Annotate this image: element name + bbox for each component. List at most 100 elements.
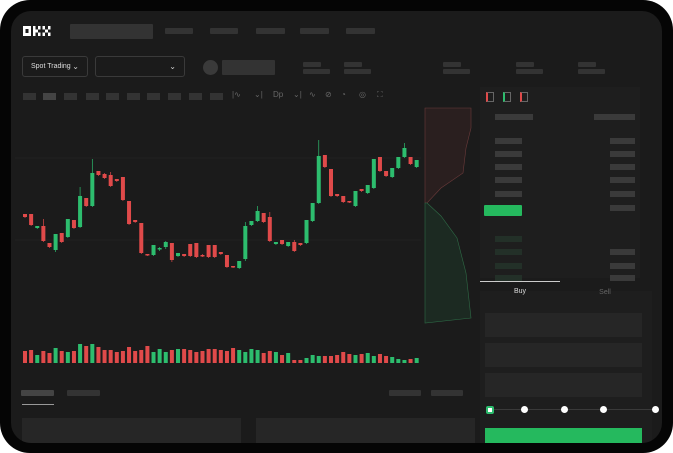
candle[interactable] [53,234,58,250]
settings-icon[interactable]: ◎ [359,90,366,99]
candle[interactable] [59,233,64,242]
orderbook-both-icon[interactable] [486,92,494,102]
candle[interactable] [329,169,333,196]
tab-open-orders[interactable] [21,390,54,396]
nav-item[interactable] [300,28,329,34]
candle[interactable] [359,189,364,191]
okx-logo[interactable] [23,26,51,36]
candle[interactable] [120,177,125,200]
candle[interactable] [402,148,407,157]
orderbook-asks-icon[interactable] [520,92,528,102]
chevron-down-icon[interactable]: ⌄| [254,90,263,99]
candle[interactable] [47,243,52,247]
candle[interactable] [182,254,187,256]
candle[interactable] [377,157,382,171]
candle[interactable] [390,168,395,177]
candle[interactable] [96,171,101,175]
slider-handle[interactable] [486,406,494,414]
candle[interactable] [316,156,321,203]
candle[interactable] [108,175,113,186]
candle[interactable] [163,242,168,247]
timeframe-button[interactable] [147,93,160,100]
candle[interactable] [157,248,162,250]
candle[interactable] [78,196,83,227]
chevron-down-icon[interactable]: ⌄| [293,90,302,99]
candle[interactable] [243,226,248,259]
candle[interactable] [231,266,236,268]
pair-dropdown[interactable]: ⌄ [95,56,185,77]
candle[interactable] [335,194,340,196]
candle[interactable] [298,243,303,245]
candle[interactable] [237,261,242,268]
tab-order-history[interactable] [67,390,100,396]
candle[interactable] [267,217,272,241]
candle[interactable] [212,245,217,257]
timeframe-button[interactable] [189,93,202,100]
candle[interactable] [408,157,413,164]
candle[interactable] [127,201,132,224]
candle[interactable] [414,160,419,167]
slider-mark[interactable] [600,406,607,413]
candle[interactable] [71,220,76,228]
slider-mark[interactable] [561,406,568,413]
candle[interactable] [151,245,156,255]
candle[interactable] [273,242,278,244]
candle[interactable] [341,196,346,202]
slider-mark[interactable] [652,406,659,413]
candle[interactable] [29,214,34,225]
candle[interactable] [35,226,40,228]
tab-buy[interactable]: Buy [480,281,560,299]
candle[interactable] [280,240,285,244]
orderbook-bids-icon[interactable] [503,92,511,102]
candle[interactable] [41,226,46,241]
timeframe-button[interactable] [127,93,140,100]
candle[interactable] [365,185,370,193]
candle[interactable] [292,242,297,251]
candle[interactable] [347,201,352,203]
candle[interactable] [353,191,358,206]
amount-slider[interactable] [490,409,656,410]
tab-sell[interactable]: Sell [599,289,611,296]
candle[interactable] [218,252,223,254]
candle[interactable] [139,223,144,253]
timeframe-button[interactable] [43,93,56,100]
candle[interactable] [396,157,401,168]
candle[interactable] [169,243,174,260]
nav-item[interactable] [346,28,375,34]
market-type-dropdown[interactable]: Spot Trading ⌄ [22,56,88,77]
candle[interactable] [224,255,229,267]
price-input[interactable] [485,313,642,337]
candle[interactable] [322,155,327,167]
candle[interactable] [249,221,254,225]
candle[interactable] [176,253,180,256]
timeframe-button[interactable] [86,93,99,100]
candle[interactable] [23,214,27,217]
candle[interactable] [188,244,193,256]
filter-button[interactable] [389,390,421,396]
nav-item[interactable] [165,28,193,34]
total-input[interactable] [485,373,642,397]
search-bar[interactable] [70,24,153,39]
candle[interactable] [65,219,70,237]
timeframe-button[interactable] [168,93,181,100]
candle[interactable] [384,171,389,176]
buy-button[interactable] [485,428,642,443]
timeframe-button[interactable] [23,93,36,100]
fullscreen-icon[interactable]: ⛶ [377,90,383,99]
candle[interactable] [145,254,150,256]
candle[interactable] [200,255,205,257]
candle[interactable] [84,198,89,206]
line-tool-icon[interactable]: ∿ [309,90,316,99]
candle[interactable] [90,173,95,206]
candle[interactable] [261,213,266,222]
nav-item[interactable] [256,28,285,34]
candle[interactable] [102,174,107,178]
amount-input[interactable] [485,343,642,367]
slider-mark[interactable] [521,406,528,413]
filter-button[interactable] [431,390,463,396]
candle[interactable] [310,203,315,221]
candlestick-chart[interactable] [11,103,481,373]
timeframe-button[interactable] [64,93,77,100]
timeframe-button[interactable] [106,93,119,100]
candle[interactable] [206,245,211,257]
